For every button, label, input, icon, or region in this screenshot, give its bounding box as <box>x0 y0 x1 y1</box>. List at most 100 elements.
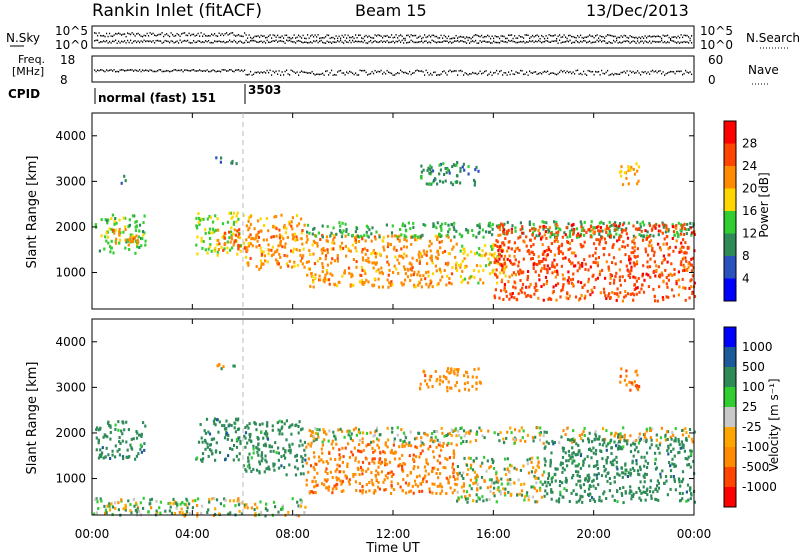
heatmap-cell <box>615 271 618 275</box>
heatmap-cell <box>444 466 447 470</box>
heatmap-cell <box>506 430 509 434</box>
heatmap-cell <box>410 242 413 246</box>
freq-dot <box>337 71 339 73</box>
heatmap-cell <box>575 227 579 231</box>
heatmap-cell <box>111 505 115 509</box>
noise-dot <box>625 40 627 43</box>
heatmap-cell <box>646 230 649 234</box>
nave-label: Nave <box>748 63 779 77</box>
heatmap-cell <box>473 269 476 272</box>
heatmap-cell <box>442 162 445 166</box>
heatmap-cell <box>635 445 638 449</box>
heatmap-cell <box>128 455 131 459</box>
heatmap-cell <box>278 429 282 433</box>
noise-dot <box>614 35 616 38</box>
heatmap-cell <box>661 221 664 225</box>
noise-dot <box>682 41 684 44</box>
noise-dot <box>677 41 679 43</box>
heatmap-cell <box>672 294 675 298</box>
heatmap-cell <box>446 458 449 462</box>
heatmap-cell <box>434 177 437 181</box>
heatmap-cell <box>506 457 509 461</box>
heatmap-cell <box>561 288 564 291</box>
heatmap-cell <box>683 256 686 260</box>
heatmap-cell <box>610 223 613 227</box>
freq-dot <box>499 70 501 73</box>
heatmap-cell <box>506 230 509 234</box>
freq-dot <box>350 71 352 73</box>
heatmap-cell <box>120 498 123 502</box>
heatmap-cell <box>209 443 212 447</box>
heatmap-cell <box>648 240 651 244</box>
freq-dot <box>688 72 690 74</box>
noise-dot <box>614 41 616 43</box>
noise-dot <box>658 35 660 37</box>
heatmap-cell <box>384 443 387 447</box>
noise-dot <box>319 37 321 40</box>
heatmap-cell <box>313 437 316 441</box>
noise-dot <box>205 40 207 42</box>
heatmap-cell <box>414 238 417 242</box>
freq-label-line1: Freq. <box>18 53 45 66</box>
heatmap-cell <box>382 239 385 243</box>
heatmap-cell <box>570 228 573 232</box>
heatmap-cell <box>102 456 105 460</box>
noise-dot <box>392 36 394 39</box>
heatmap-cell <box>429 279 432 283</box>
heatmap-cell <box>435 269 438 273</box>
heatmap-cell <box>266 437 270 441</box>
noise-dot <box>442 37 444 39</box>
heatmap-cell <box>113 231 116 235</box>
heatmap-cell <box>419 382 422 386</box>
noise-dot <box>662 34 664 37</box>
freq-dot <box>607 69 609 72</box>
heatmap-cell <box>430 258 433 262</box>
heatmap-cell <box>233 228 236 232</box>
heatmap-cell <box>625 232 628 236</box>
heatmap-cell <box>319 238 322 241</box>
heatmap-cell <box>168 509 171 513</box>
freq-dot <box>452 70 454 73</box>
heatmap-cell <box>264 507 267 511</box>
noise-dot <box>323 37 325 39</box>
heatmap-cell <box>389 471 392 475</box>
heatmap-cell <box>378 252 381 256</box>
noise-dot <box>364 39 366 42</box>
heatmap-cell <box>364 239 367 243</box>
heatmap-cell <box>97 456 101 460</box>
heatmap-cell <box>452 429 455 433</box>
heatmap-cell <box>375 230 378 234</box>
noise-dot <box>110 42 112 44</box>
heatmap-cell <box>361 248 364 251</box>
freq-dot <box>647 71 649 73</box>
heatmap-cell <box>685 431 688 434</box>
heatmap-cell <box>109 431 112 434</box>
heatmap-cell <box>549 458 552 462</box>
noise-dot <box>314 34 316 36</box>
heatmap-cell <box>208 227 212 231</box>
heatmap-cell <box>582 430 585 434</box>
heatmap-cell <box>592 451 595 455</box>
heatmap-cell <box>638 233 641 237</box>
colorbar-swatch <box>724 121 736 144</box>
noise-dot <box>107 42 109 44</box>
freq-dot <box>239 70 241 72</box>
noise-dot <box>439 41 441 43</box>
heatmap-cell <box>198 223 201 226</box>
heatmap-cell <box>390 485 393 489</box>
noise-dot <box>619 41 621 43</box>
noise-dot <box>554 40 556 42</box>
heatmap-cell <box>669 487 672 491</box>
heatmap-cell <box>632 298 635 302</box>
heatmap-cell <box>597 483 600 487</box>
noise-dot <box>584 36 586 38</box>
heatmap-cell <box>622 183 625 187</box>
noise-dot <box>673 40 675 42</box>
heatmap-cell <box>602 492 605 496</box>
heatmap-cell <box>608 220 611 224</box>
noise-dot <box>124 33 126 35</box>
heatmap-cell <box>618 440 621 444</box>
noise-dot <box>328 41 330 44</box>
heatmap-cell <box>439 224 442 228</box>
heatmap-cell <box>583 489 586 493</box>
